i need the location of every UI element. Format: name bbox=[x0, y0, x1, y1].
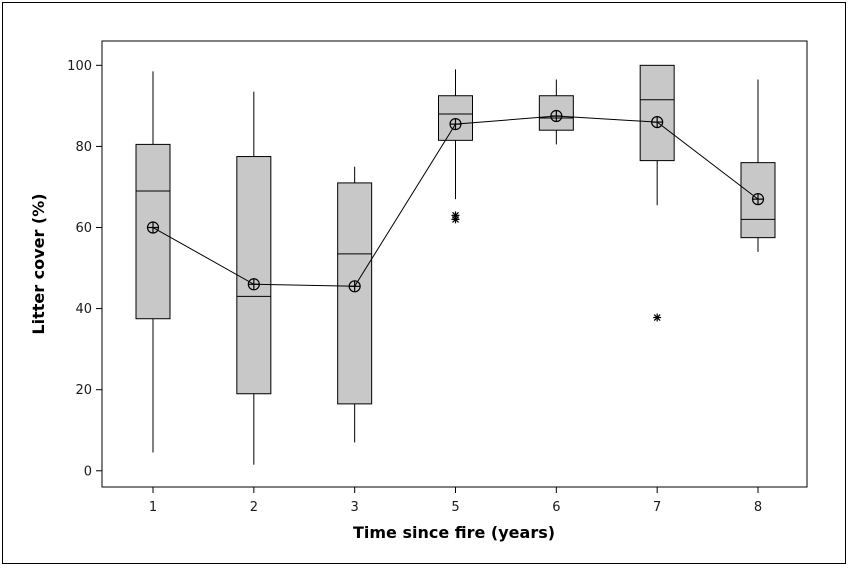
boxes-layer bbox=[135, 64, 776, 465]
mean-line-layer bbox=[146, 109, 765, 293]
box-group-3 bbox=[337, 166, 373, 443]
x-tick-label: 5 bbox=[451, 500, 459, 515]
y-tick-label: 60 bbox=[75, 221, 92, 236]
x-tick-label: 7 bbox=[653, 500, 661, 515]
interquartile-box bbox=[236, 156, 272, 395]
box-group-8 bbox=[740, 79, 776, 252]
y-tick-label: 0 bbox=[84, 464, 92, 479]
x-tick-label: 1 bbox=[149, 500, 157, 515]
box-group-2 bbox=[236, 91, 272, 465]
x-tick-label: 2 bbox=[250, 500, 258, 515]
mean-symbol-5 bbox=[449, 118, 462, 131]
outlier-marker bbox=[653, 313, 662, 322]
x-axis-title: Time since fire (years) bbox=[353, 523, 555, 542]
interquartile-box bbox=[538, 95, 574, 131]
y-axis-title: Litter cover (%) bbox=[29, 193, 48, 334]
box-group-6 bbox=[538, 79, 574, 145]
x-tick-label: 6 bbox=[552, 500, 560, 515]
y-tick-label: 40 bbox=[75, 302, 92, 317]
interquartile-box bbox=[639, 64, 675, 162]
mean-symbol-7 bbox=[651, 115, 664, 129]
x-tick-label: 3 bbox=[351, 500, 359, 515]
x-axis: 1 2 3 5 6 7 8 bbox=[149, 487, 762, 515]
y-tick-label: 100 bbox=[67, 59, 92, 74]
mean-symbol-2 bbox=[247, 278, 260, 291]
y-axis: 0 20 40 60 80 100 bbox=[67, 59, 102, 479]
y-tick-label: 20 bbox=[75, 383, 92, 398]
outlier-stroke bbox=[653, 314, 661, 321]
mean-symbol-3 bbox=[348, 280, 361, 293]
mean-symbol-1 bbox=[146, 221, 160, 234]
outlier-marker bbox=[451, 215, 460, 224]
interquartile-box bbox=[337, 182, 373, 405]
box-group-7 bbox=[639, 64, 675, 322]
x-tick-label: 8 bbox=[754, 500, 762, 515]
y-tick-label: 80 bbox=[75, 140, 92, 155]
mean-symbol-6 bbox=[550, 109, 563, 123]
mean-symbol-8 bbox=[751, 193, 765, 206]
box-group-5 bbox=[438, 69, 473, 224]
outlier-stroke bbox=[452, 215, 459, 223]
